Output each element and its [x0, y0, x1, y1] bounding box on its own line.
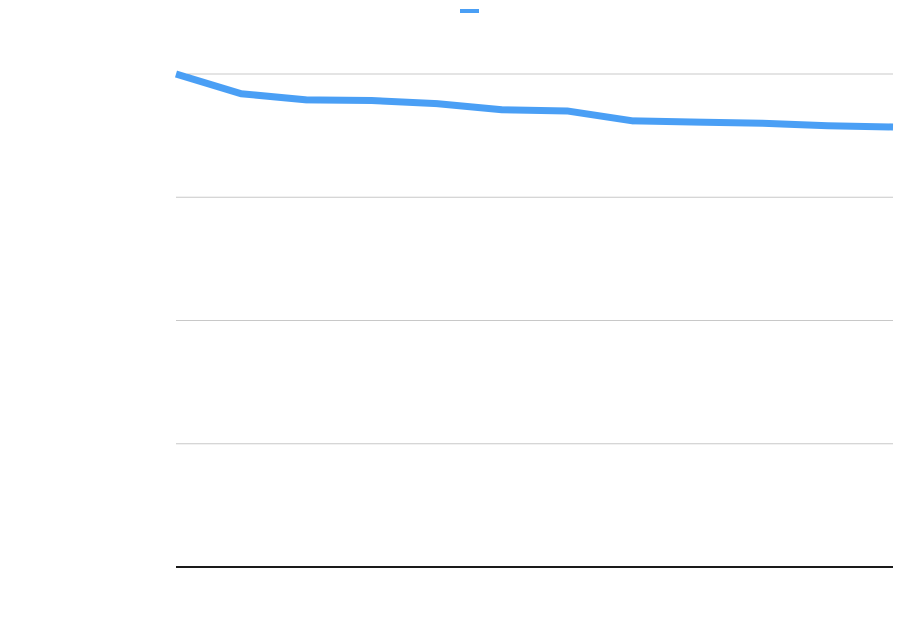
series-group: [174, 70, 894, 131]
gridlines: [176, 73, 893, 445]
legend: [460, 9, 479, 13]
legend-swatch-0: [460, 9, 479, 13]
series-line-0: [174, 70, 894, 131]
